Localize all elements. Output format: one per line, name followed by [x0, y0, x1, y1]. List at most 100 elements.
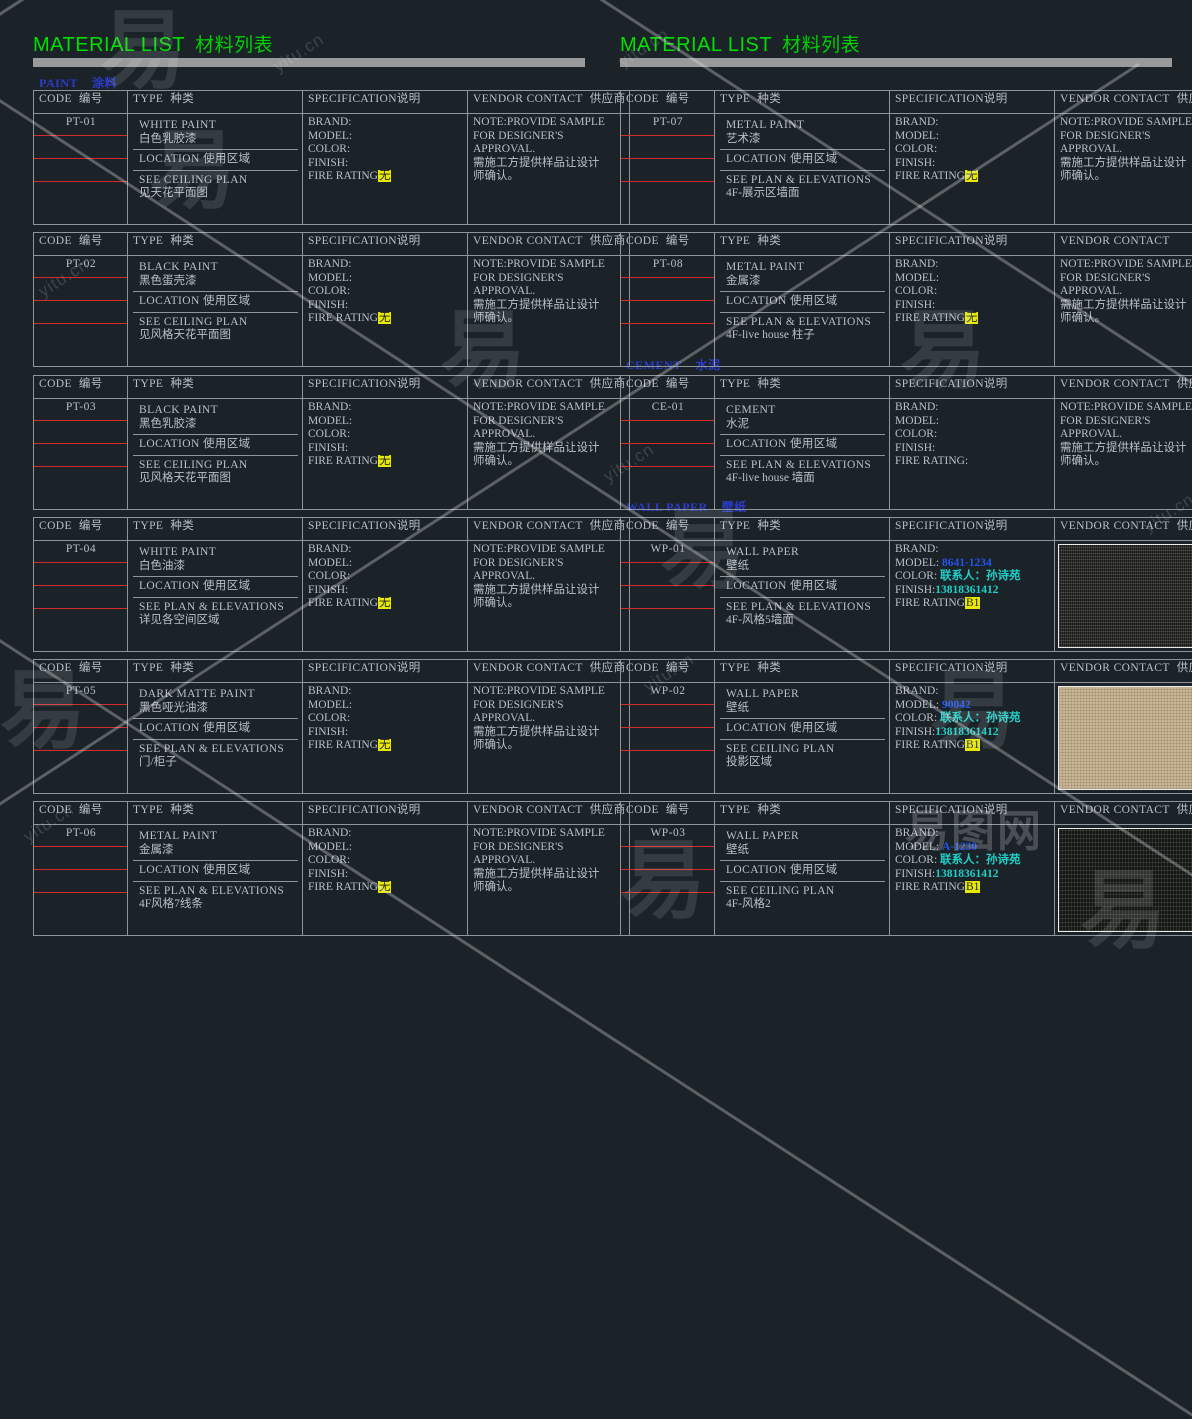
location-label: LOCATION 使用区域: [133, 291, 298, 313]
page-title-cn: 材料列表: [195, 35, 273, 56]
type-en: WALL PAPER: [726, 830, 880, 844]
type-en: METAL PAINT: [726, 261, 880, 275]
title-rule-left: [33, 58, 585, 67]
specification-cell: BRAND:MODEL:COLOR:FINISH:FIRE RATING无: [303, 399, 468, 510]
plan-ref-en: SEE CEILING PLAN: [726, 885, 880, 899]
plan-ref-en: SEE PLAN & ELEVATIONS: [139, 743, 293, 757]
material-code: WP-02: [650, 685, 685, 697]
plan-ref-cn: 4F-live house 墙面: [726, 472, 880, 486]
type-cn: 水泥: [726, 418, 880, 432]
code-cell: PT-03: [34, 399, 128, 510]
specification-cell: BRAND:MODEL:COLOR:FINISH:FIRE RATING无: [890, 256, 1055, 367]
spec-fire-rating: FIRE RATING无: [895, 312, 1050, 326]
spec-fire-rating: FIRE RATING无: [308, 881, 463, 895]
specification-cell: BRAND:MODEL:COLOR:FINISH:FIRE RATING无: [303, 541, 468, 652]
code-cell: PT-01: [34, 114, 128, 225]
plan-ref-en: SEE CEILING PLAN: [139, 174, 293, 188]
vendor-line-0: NOTE:PROVIDE SAMPLE: [473, 685, 625, 699]
spec-line-2: COLOR:: [308, 712, 463, 726]
spec-line-2: COLOR:: [308, 143, 463, 157]
plan-ref-en: SEE PLAN & ELEVATIONS: [726, 601, 880, 615]
spec-fire-rating: FIRE RATING无: [308, 455, 463, 469]
material-code: CE-01: [652, 401, 685, 413]
type-cn: 壁纸: [726, 702, 880, 716]
spec-line-0: BRAND:: [308, 543, 463, 557]
watermark-url: yitu.cn: [270, 29, 328, 76]
vendor-line-1: FOR DESIGNER'S: [473, 272, 625, 286]
vendor-cn-line-0: 需施工方提供样品让设计: [473, 868, 625, 882]
spec-model: MODEL: A-1230: [895, 841, 1050, 855]
vendor-line-2: APPROVAL.: [1060, 428, 1192, 442]
specification-cell: BRAND:MODEL:COLOR:FINISH:FIRE RATING无: [890, 114, 1055, 225]
location-label: LOCATION 使用区域: [133, 860, 298, 882]
spec-line-0: BRAND:: [895, 116, 1050, 130]
code-underline-marks: [34, 114, 128, 224]
spec-brand: BRAND:: [895, 685, 1050, 699]
code-underline-marks: [621, 541, 715, 651]
vendor-line-0: NOTE:PROVIDE SAMPLE: [473, 543, 625, 557]
code-underline-marks: [34, 541, 128, 651]
code-underline-marks: [621, 825, 715, 935]
type-en: DARK MATTE PAINT: [139, 688, 293, 702]
material-code: PT-01: [66, 116, 96, 128]
location-label: LOCATION 使用区域: [720, 291, 885, 313]
code-underline-marks: [621, 399, 715, 509]
spec-finish: FINISH:13818361412: [895, 584, 1050, 598]
location-label: LOCATION 使用区域: [720, 149, 885, 171]
vendor-line-1: FOR DESIGNER'S: [1060, 272, 1192, 286]
type-cn: 白色油漆: [139, 560, 293, 574]
type-en: METAL PAINT: [139, 830, 293, 844]
spec-model: MODEL: 8641-1234: [895, 557, 1050, 571]
plan-ref-en: SEE CEILING PLAN: [726, 743, 880, 757]
material-code: PT-05: [66, 685, 96, 697]
vendor-cn-line-1: 师确认。: [473, 739, 625, 753]
spec-finish: FINISH:13818361412: [895, 868, 1050, 882]
spec-line-1: MODEL:: [308, 130, 463, 144]
spec-line-0: BRAND:: [308, 827, 463, 841]
code-cell: PT-05: [34, 683, 128, 794]
spec-line-2: COLOR:: [895, 285, 1050, 299]
spec-line-0: BRAND:: [308, 401, 463, 415]
code-cell: CE-01: [621, 399, 715, 510]
location-label: LOCATION 使用区域: [133, 718, 298, 740]
vendor-swatch-cell: [1055, 683, 1192, 794]
vendor-line-2: APPROVAL.: [473, 285, 625, 299]
plan-ref-en: SEE CEILING PLAN: [139, 316, 293, 330]
location-label: LOCATION 使用区域: [133, 149, 298, 171]
plan-ref-cn: 见风格天花平面图: [139, 472, 293, 486]
type-en: BLACK PAINT: [139, 261, 293, 275]
vendor-line-2: APPROVAL.: [473, 143, 625, 157]
spec-fire-rating: FIRE RATINGB1: [895, 597, 1050, 611]
location-label: LOCATION 使用区域: [133, 576, 298, 598]
vendor-line-0: NOTE:PROVIDE SAMPLE: [473, 258, 625, 272]
